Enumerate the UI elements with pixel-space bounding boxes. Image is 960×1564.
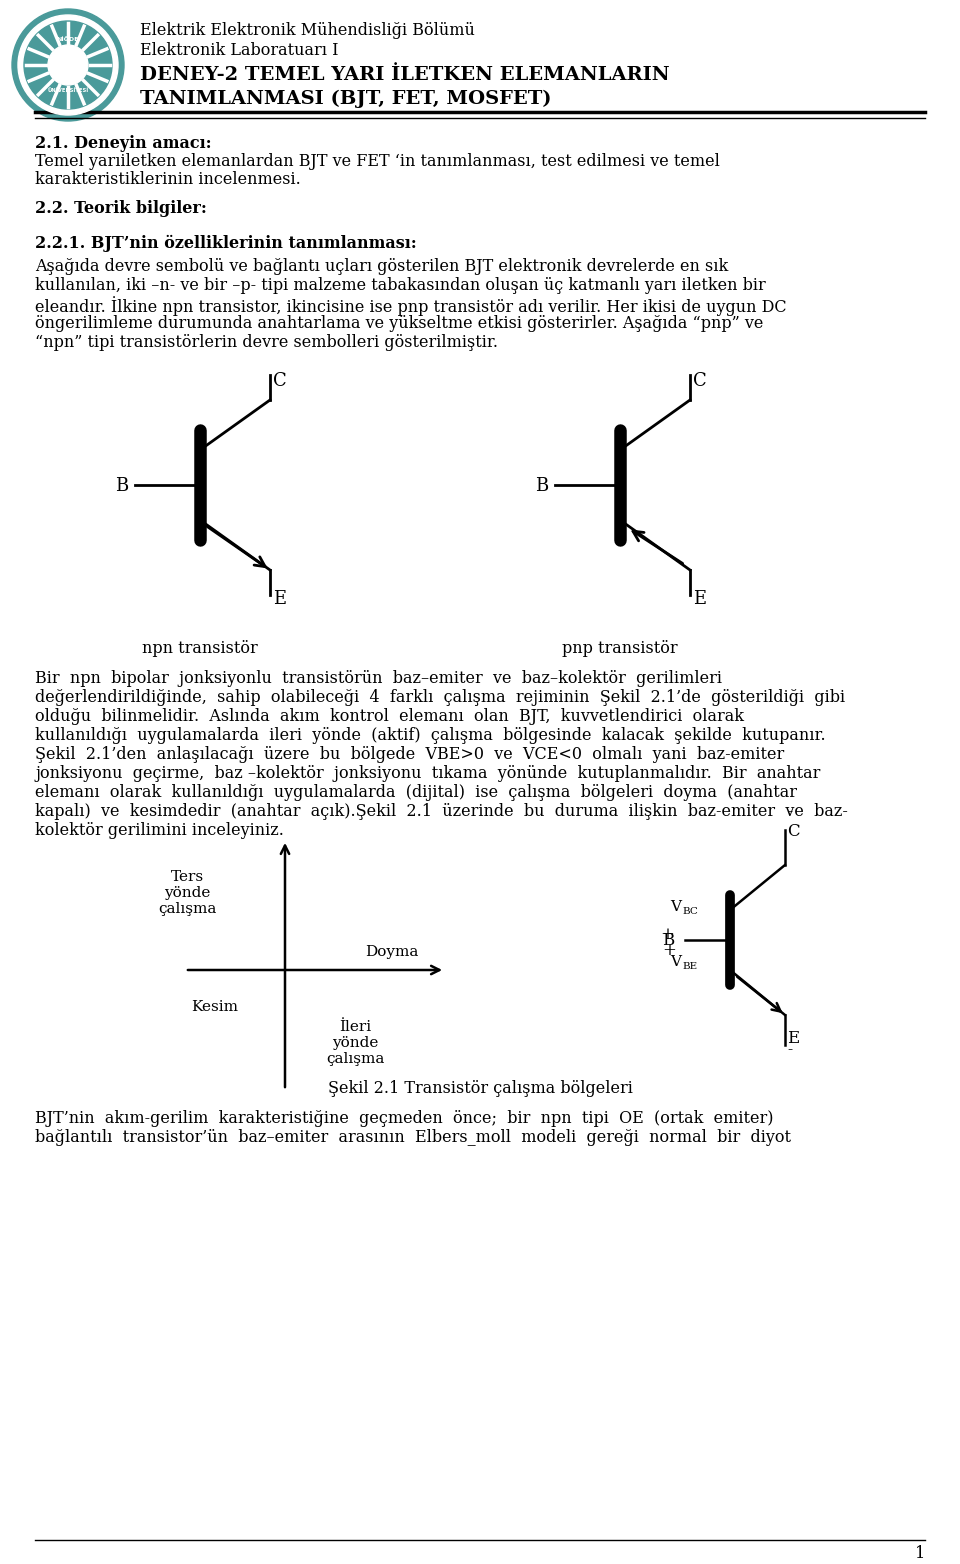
Text: olduğu  bilinmelidir.  Aslında  akım  kontrol  elemanı  olan  BJT,  kuvvetlendir: olduğu bilinmelidir. Aslında akım kontro…	[35, 708, 744, 726]
Text: değerlendirildiğinde,  sahip  olabileceği  4  farklı  çalışma  rejiminin  Şekil : değerlendirildiğinde, sahip olabileceği …	[35, 690, 845, 705]
Text: kullanıldığı  uygulamalarda  ileri  yönde  (aktif)  çalışma  bölgesinde  kalacak: kullanıldığı uygulamalarda ileri yönde (…	[35, 727, 826, 744]
Text: Ters
yönde
çalışma: Ters yönde çalışma	[157, 870, 216, 917]
Text: Şekil  2.1’den  anlaşılacağı  üzere  bu  bölgede  VBE>0  ve  VCE<0  olmalı  yani: Şekil 2.1’den anlaşılacağı üzere bu bölg…	[35, 746, 784, 763]
Text: E: E	[693, 590, 707, 608]
Text: öngerilimleme durumunda anahtarlama ve yükseltme etkisi gösterirler. Aşağıda “pn: öngerilimleme durumunda anahtarlama ve y…	[35, 314, 763, 332]
Text: BC: BC	[682, 907, 698, 917]
Text: +: +	[662, 942, 676, 959]
Text: E: E	[787, 1031, 800, 1046]
Text: C: C	[693, 372, 707, 389]
Text: C: C	[787, 823, 800, 840]
Text: bağlantılı  transistor’ün  baz–emiter  arasının  Elbers_moll  modeli  gereği  no: bağlantılı transistor’ün baz–emiter aras…	[35, 1129, 791, 1146]
Text: V: V	[670, 956, 681, 970]
Text: 2.2. Teorik bilgiler:: 2.2. Teorik bilgiler:	[35, 200, 206, 217]
Text: Temel yarıiletken elemanlardan BJT ve FET ‘in tanımlanması, test edilmesi ve tem: Temel yarıiletken elemanlardan BJT ve FE…	[35, 153, 720, 170]
Text: karakteristiklerinin incelenmesi.: karakteristiklerinin incelenmesi.	[35, 170, 300, 188]
Text: eleandır. İlkine npn transistor, ikincisine ise pnp transistör adı verilir. Her : eleandır. İlkine npn transistor, ikincis…	[35, 296, 786, 316]
Text: V: V	[670, 899, 681, 913]
Circle shape	[12, 9, 124, 120]
Text: 2.2.1. BJT’nin özelliklerinin tanımlanması:: 2.2.1. BJT’nin özelliklerinin tanımlanma…	[35, 235, 417, 252]
Text: C: C	[273, 372, 287, 389]
Text: Elektronik Laboratuarı I: Elektronik Laboratuarı I	[140, 42, 339, 59]
Text: E: E	[273, 590, 286, 608]
Text: Şekil 2.1 Transistör çalışma bölgeleri: Şekil 2.1 Transistör çalışma bölgeleri	[327, 1081, 633, 1096]
Text: “npn” tipi transistörlerin devre sembolleri gösterilmiştir.: “npn” tipi transistörlerin devre semboll…	[35, 335, 498, 350]
Text: BJT’nin  akım-gerilim  karakteristiğine  geçmeden  önce;  bir  npn  tipi  OE  (o: BJT’nin akım-gerilim karakteristiğine ge…	[35, 1110, 774, 1128]
Text: pnp transistör: pnp transistör	[563, 640, 678, 657]
Text: Kesim: Kesim	[191, 999, 238, 1013]
Text: elemanı  olarak  kullanıldığı  uygulamalarda  (dijital)  ise  çalışma  bölgeleri: elemanı olarak kullanıldığı uygulamalard…	[35, 784, 797, 801]
Circle shape	[24, 20, 112, 109]
Text: jonksiyonu  geçirme,  baz –kolektör  jonksiyonu  tıkama  yönünde  kutuplanmalıdı: jonksiyonu geçirme, baz –kolektör jonksi…	[35, 765, 821, 782]
Text: Bir  npn  bipolar  jonksiyonlu  transistörün  baz–emiter  ve  baz–kolektör  geri: Bir npn bipolar jonksiyonlu transistörün…	[35, 669, 722, 687]
Text: +: +	[660, 926, 674, 943]
Text: TANIMLANMASI (BJT, FET, MOSFET): TANIMLANMASI (BJT, FET, MOSFET)	[140, 91, 551, 108]
Text: -: -	[787, 805, 792, 820]
Text: NİĞDE: NİĞDE	[57, 38, 79, 42]
Text: 1992: 1992	[60, 50, 77, 55]
Text: B: B	[662, 932, 674, 949]
Text: ÜNİVERSİTESİ: ÜNİVERSİTESİ	[47, 88, 88, 92]
Text: BE: BE	[682, 962, 697, 971]
Text: kapalı)  ve  kesimdedir  (anahtar  açık).Şekil  2.1  üzerinde  bu  duruma  ilişk: kapalı) ve kesimdedir (anahtar açık).Şek…	[35, 802, 848, 820]
Text: Elektrik Elektronik Mühendisliği Bölümü: Elektrik Elektronik Mühendisliği Bölümü	[140, 22, 475, 39]
Text: kolektör gerilimini inceleyiniz.: kolektör gerilimini inceleyiniz.	[35, 823, 284, 838]
Text: B: B	[535, 477, 548, 494]
Text: kullanılan, iki –n- ve bir –p- tipi malzeme tabakasından oluşan üç katmanlı yarı: kullanılan, iki –n- ve bir –p- tipi malz…	[35, 277, 766, 294]
Text: 2.1. Deneyin amacı:: 2.1. Deneyin amacı:	[35, 135, 211, 152]
Text: npn transistör: npn transistör	[142, 640, 258, 657]
Text: Aşağıda devre sembolü ve bağlantı uçları gösterilen BJT elektronik devrelerde en: Aşağıda devre sembolü ve bağlantı uçları…	[35, 258, 729, 275]
Text: DENEY-2 TEMEL YARI İLETKEN ELEMANLARIN: DENEY-2 TEMEL YARI İLETKEN ELEMANLARIN	[140, 66, 670, 84]
Text: İleri
yönde
çalışma: İleri yönde çalışma	[325, 1020, 384, 1067]
Circle shape	[48, 45, 88, 84]
Circle shape	[18, 16, 118, 116]
Text: B: B	[115, 477, 129, 494]
Text: Doyma: Doyma	[365, 945, 419, 959]
Text: -: -	[787, 1043, 792, 1057]
Text: 1: 1	[915, 1545, 925, 1562]
